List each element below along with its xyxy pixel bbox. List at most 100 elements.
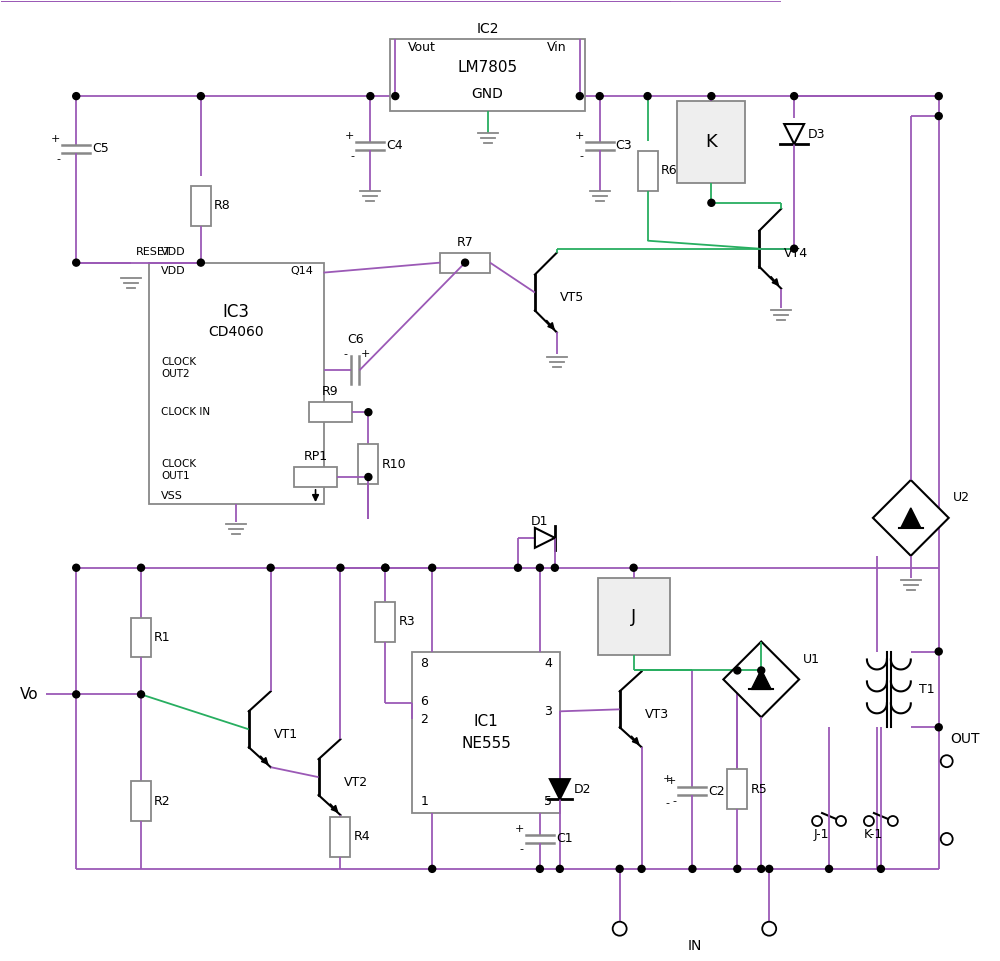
Text: +: + [361, 350, 370, 359]
Text: VT5: VT5 [560, 291, 584, 304]
Bar [309, 403, 352, 422]
Text: R1: R1 [154, 631, 171, 644]
Text: 4: 4 [544, 657, 552, 670]
Circle shape [514, 564, 521, 571]
Text: 3: 3 [544, 704, 552, 718]
Circle shape [689, 866, 696, 873]
Circle shape [877, 866, 884, 873]
Circle shape [365, 474, 372, 480]
Circle shape [941, 833, 953, 845]
Text: -: - [666, 798, 670, 808]
Text: GND: GND [472, 87, 503, 101]
Text: VSS: VSS [161, 491, 183, 501]
Text: J: J [631, 607, 636, 626]
Circle shape [197, 259, 204, 266]
Circle shape [382, 564, 389, 571]
Bar [131, 781, 151, 821]
Circle shape [382, 564, 389, 571]
Text: IN: IN [687, 939, 702, 952]
Text: C4: C4 [386, 139, 403, 153]
Bar [358, 444, 378, 484]
Text: C3: C3 [616, 139, 632, 153]
Circle shape [73, 92, 80, 100]
Text: IC2: IC2 [476, 22, 499, 37]
Bar [149, 262, 324, 504]
Text: K-1: K-1 [863, 828, 883, 842]
Text: +: + [51, 134, 60, 144]
Text: VDD: VDD [161, 265, 186, 276]
Circle shape [267, 564, 274, 571]
Text: +: + [667, 776, 676, 786]
Text: OUT: OUT [951, 732, 980, 747]
Circle shape [826, 866, 833, 873]
Text: R2: R2 [154, 795, 171, 807]
Circle shape [734, 866, 741, 873]
Text: 6: 6 [420, 695, 428, 708]
Circle shape [551, 564, 558, 571]
Text: CLOCK: CLOCK [161, 357, 196, 367]
Circle shape [888, 816, 898, 826]
Text: 5: 5 [544, 795, 552, 807]
Text: C1: C1 [556, 832, 572, 846]
Circle shape [536, 564, 543, 571]
Text: RESET: RESET [136, 247, 172, 257]
Text: VT1: VT1 [274, 727, 298, 741]
Text: VT3: VT3 [645, 708, 669, 721]
Text: -: - [56, 154, 60, 164]
Text: LM7805: LM7805 [457, 60, 518, 75]
Circle shape [791, 92, 798, 100]
Text: +: + [574, 131, 584, 141]
Circle shape [138, 691, 145, 698]
Circle shape [73, 564, 80, 571]
Text: U2: U2 [953, 491, 970, 505]
Bar [440, 253, 490, 273]
Text: CLOCK: CLOCK [161, 459, 196, 469]
Polygon shape [723, 642, 799, 717]
Text: -: - [350, 151, 354, 160]
Circle shape [613, 922, 627, 936]
Text: -: - [343, 350, 347, 359]
Circle shape [638, 866, 645, 873]
Text: Vin: Vin [547, 40, 567, 54]
Text: C5: C5 [92, 142, 109, 156]
Text: R3: R3 [398, 615, 415, 628]
Text: R10: R10 [381, 457, 406, 471]
Text: IC3: IC3 [223, 304, 250, 322]
Circle shape [935, 648, 942, 655]
Circle shape [758, 667, 765, 674]
Bar [412, 652, 560, 813]
Circle shape [536, 866, 543, 873]
Circle shape [392, 92, 399, 100]
Text: Q14: Q14 [291, 265, 314, 276]
Circle shape [758, 866, 765, 873]
Text: IC1: IC1 [474, 714, 498, 728]
Circle shape [197, 92, 204, 100]
Text: D3: D3 [808, 128, 826, 140]
Text: VT2: VT2 [343, 776, 368, 789]
Circle shape [935, 724, 942, 730]
Circle shape [556, 866, 563, 873]
Text: -: - [520, 844, 524, 854]
Text: +: + [515, 824, 524, 834]
Text: R7: R7 [457, 235, 473, 249]
Bar [390, 39, 585, 111]
Circle shape [941, 755, 953, 767]
Text: OUT1: OUT1 [161, 471, 190, 481]
Text: RP1: RP1 [303, 450, 328, 463]
Circle shape [630, 564, 637, 571]
Circle shape [836, 816, 846, 826]
Text: D1: D1 [531, 515, 549, 529]
Circle shape [734, 667, 741, 674]
Polygon shape [535, 528, 555, 548]
Polygon shape [550, 779, 570, 800]
Circle shape [429, 866, 436, 873]
Text: CD4060: CD4060 [208, 326, 264, 339]
Text: 8: 8 [420, 657, 428, 670]
Circle shape [864, 816, 874, 826]
Text: 2: 2 [420, 713, 428, 726]
Circle shape [791, 245, 798, 252]
Text: 1: 1 [420, 795, 428, 807]
Text: J-1: J-1 [813, 828, 829, 842]
Text: +: + [345, 131, 354, 141]
Circle shape [462, 259, 469, 266]
